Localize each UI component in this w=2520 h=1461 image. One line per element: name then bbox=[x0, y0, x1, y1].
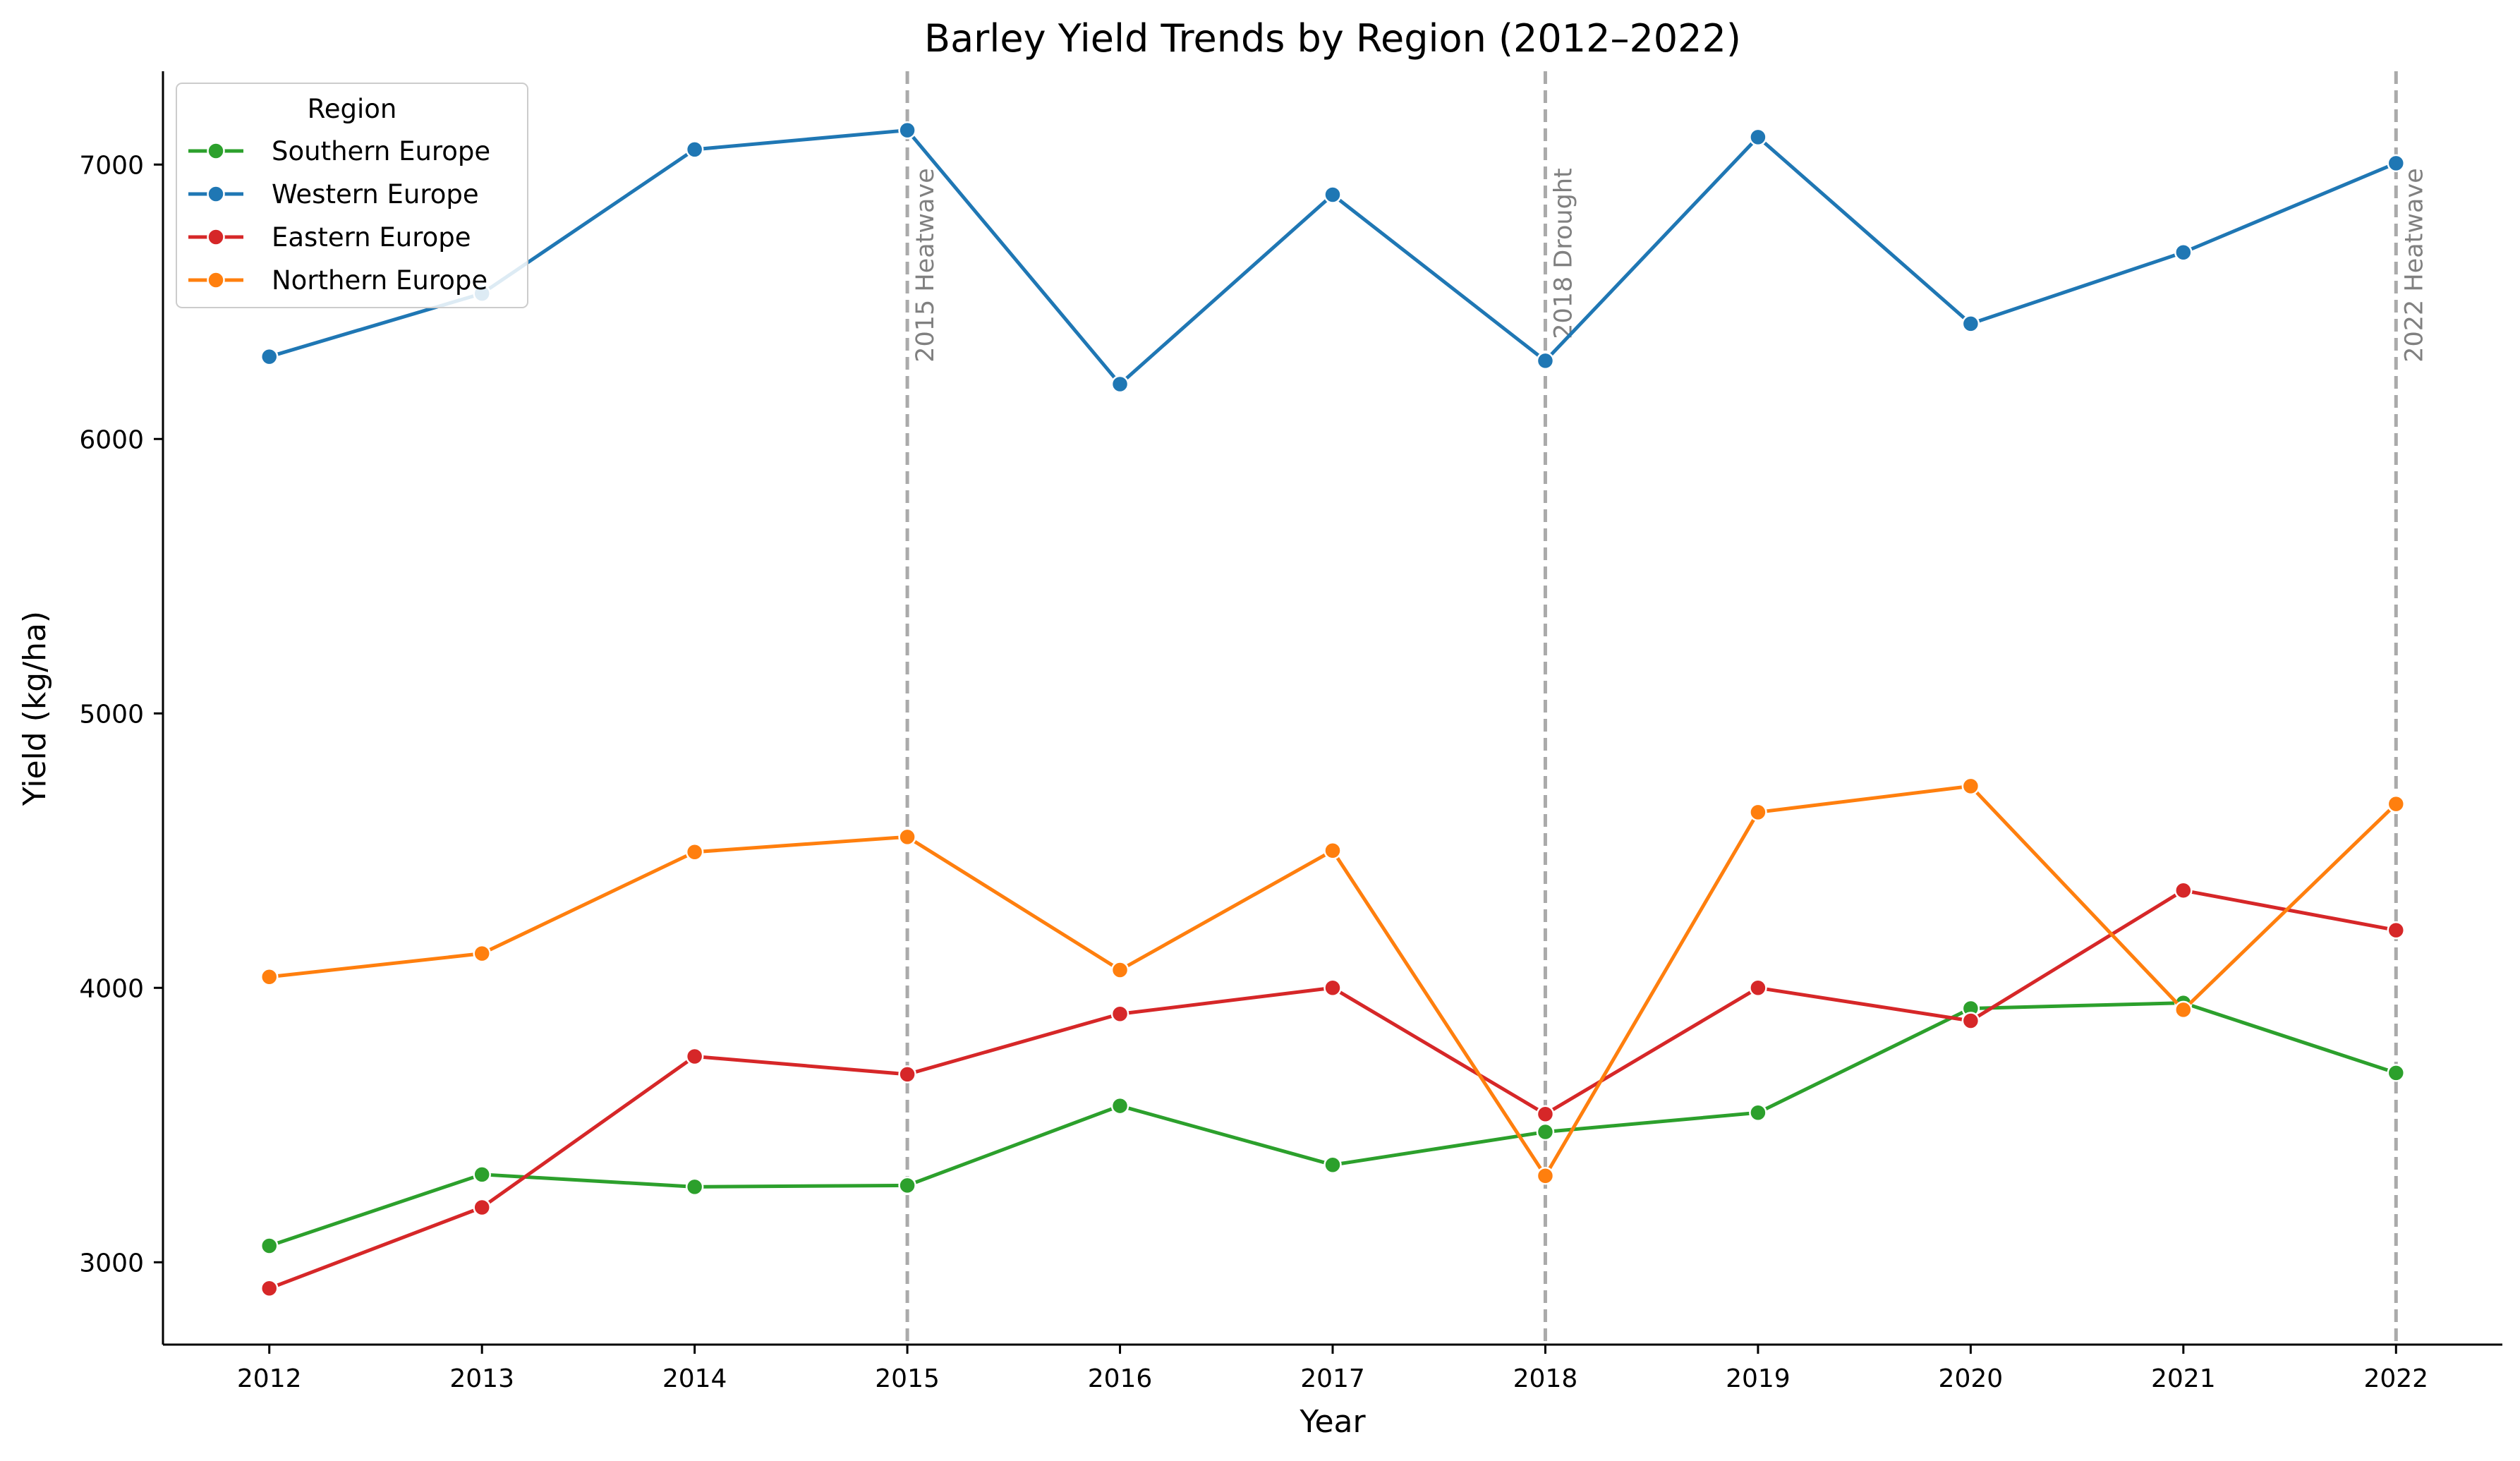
y-tick-label-4000: 4000 bbox=[79, 974, 144, 1003]
data-point-eastern-europe-2019 bbox=[1749, 978, 1767, 998]
annotation-label-2015: 2015 Heatwave bbox=[911, 168, 940, 363]
data-point-southern-europe-2019 bbox=[1749, 1103, 1767, 1122]
annotation-layer: 2015 Heatwave 2018 Drought 2022 Heatwave bbox=[905, 71, 2428, 1345]
data-point-southern-europe-2014 bbox=[685, 1177, 704, 1196]
y-tick-label-5000: 5000 bbox=[79, 700, 144, 729]
x-tick-label-2019: 2019 bbox=[1726, 1364, 1791, 1393]
data-point-eastern-europe-2018 bbox=[1536, 1105, 1555, 1123]
y-tick-group: 3000 4000 5000 6000 7000 bbox=[79, 151, 163, 1278]
x-tick-label-2022: 2022 bbox=[2363, 1364, 2428, 1393]
data-point-western-europe-2022 bbox=[2387, 154, 2406, 173]
legend-title: Region bbox=[308, 94, 397, 124]
data-point-eastern-europe-2013 bbox=[473, 1198, 491, 1217]
data-point-southern-europe-2022 bbox=[2387, 1064, 2406, 1082]
data-point-northern-europe-2015 bbox=[898, 828, 916, 847]
data-point-northern-europe-2019 bbox=[1749, 803, 1767, 822]
x-tick-label-2012: 2012 bbox=[237, 1364, 302, 1393]
data-point-western-europe-2012 bbox=[260, 347, 279, 366]
data-point-eastern-europe-2021 bbox=[2174, 881, 2193, 899]
data-point-western-europe-2015 bbox=[898, 121, 916, 140]
legend-swatch-marker-eastern-europe bbox=[207, 228, 225, 246]
data-point-northern-europe-2022 bbox=[2387, 794, 2406, 813]
legend-swatch-marker-northern-europe bbox=[207, 271, 225, 289]
legend-swatch-marker-southern-europe bbox=[207, 142, 225, 160]
data-point-northern-europe-2020 bbox=[1961, 777, 1980, 796]
data-point-eastern-europe-2014 bbox=[685, 1047, 704, 1066]
data-point-northern-europe-2018 bbox=[1536, 1167, 1555, 1185]
data-point-eastern-europe-2016 bbox=[1110, 1005, 1129, 1023]
series-western-europe bbox=[260, 121, 2406, 394]
data-point-western-europe-2017 bbox=[1323, 186, 1342, 204]
data-point-southern-europe-2016 bbox=[1110, 1096, 1129, 1115]
data-point-northern-europe-2017 bbox=[1323, 842, 1342, 860]
data-point-northern-europe-2013 bbox=[473, 944, 491, 963]
y-tick-label-3000: 3000 bbox=[79, 1249, 144, 1278]
legend-label-eastern-europe: Eastern Europe bbox=[272, 222, 471, 253]
data-point-eastern-europe-2020 bbox=[1961, 1012, 1980, 1030]
x-tick-group: 2012 2013 2014 2015 2016 2017 2018 2019 2020 2021… bbox=[237, 1345, 2428, 1393]
data-point-eastern-europe-2017 bbox=[1323, 978, 1342, 998]
series-northern-europe bbox=[260, 777, 2406, 1185]
data-point-southern-europe-2017 bbox=[1323, 1156, 1342, 1174]
legend-swatch-marker-western-europe bbox=[207, 185, 225, 203]
y-axis-label: Yield (kg/ha) bbox=[17, 611, 53, 806]
data-point-southern-europe-2018 bbox=[1536, 1122, 1555, 1141]
data-point-northern-europe-2021 bbox=[2174, 1000, 2193, 1019]
y-tick-label-7000: 7000 bbox=[79, 151, 144, 180]
x-tick-label-2013: 2013 bbox=[449, 1364, 514, 1393]
x-tick-label-2020: 2020 bbox=[1939, 1364, 2004, 1393]
data-point-western-europe-2018 bbox=[1536, 351, 1555, 370]
data-point-eastern-europe-2015 bbox=[898, 1065, 916, 1084]
data-point-western-europe-2021 bbox=[2174, 243, 2193, 262]
legend-label-western-europe: Western Europe bbox=[272, 179, 479, 210]
x-tick-label-2017: 2017 bbox=[1300, 1364, 1365, 1393]
x-tick-label-2016: 2016 bbox=[1088, 1364, 1153, 1393]
series-layer bbox=[260, 121, 2406, 1298]
data-point-western-europe-2020 bbox=[1961, 315, 1980, 333]
series-eastern-europe bbox=[260, 881, 2406, 1298]
y-tick-label-6000: 6000 bbox=[79, 425, 144, 454]
data-point-eastern-europe-2012 bbox=[260, 1279, 279, 1298]
x-tick-label-2015: 2015 bbox=[875, 1364, 940, 1393]
x-axis-label: Year bbox=[1299, 1404, 1366, 1440]
legend-label-northern-europe: Northern Europe bbox=[272, 265, 487, 296]
data-point-northern-europe-2012 bbox=[260, 967, 279, 986]
x-tick-label-2021: 2021 bbox=[2151, 1364, 2216, 1393]
x-tick-label-2018: 2018 bbox=[1513, 1364, 1578, 1393]
data-point-northern-europe-2014 bbox=[685, 842, 704, 861]
data-point-eastern-europe-2022 bbox=[2387, 921, 2406, 940]
data-point-northern-europe-2016 bbox=[1110, 961, 1129, 979]
data-point-western-europe-2016 bbox=[1110, 375, 1129, 394]
legend-items: Southern Europe Western Europe Eastern Eur… bbox=[188, 136, 490, 296]
data-point-southern-europe-2015 bbox=[898, 1176, 916, 1195]
x-tick-label-2014: 2014 bbox=[662, 1364, 727, 1393]
annotation-label-2018: 2018 Drought bbox=[1549, 168, 1577, 339]
data-point-southern-europe-2012 bbox=[260, 1237, 279, 1255]
series-southern-europe bbox=[260, 993, 2406, 1255]
data-point-southern-europe-2013 bbox=[473, 1165, 491, 1184]
legend-frame bbox=[176, 83, 528, 308]
annotation-label-2022: 2022 Heatwave bbox=[2400, 168, 2428, 363]
legend-label-southern-europe: Southern Europe bbox=[272, 136, 490, 166]
chart-title: Barley Yield Trends by Region (2012–2022… bbox=[924, 16, 1741, 61]
legend: Region Southern Europe Western Europe East… bbox=[176, 83, 528, 308]
data-point-western-europe-2019 bbox=[1749, 128, 1767, 147]
data-point-western-europe-2014 bbox=[685, 140, 704, 159]
